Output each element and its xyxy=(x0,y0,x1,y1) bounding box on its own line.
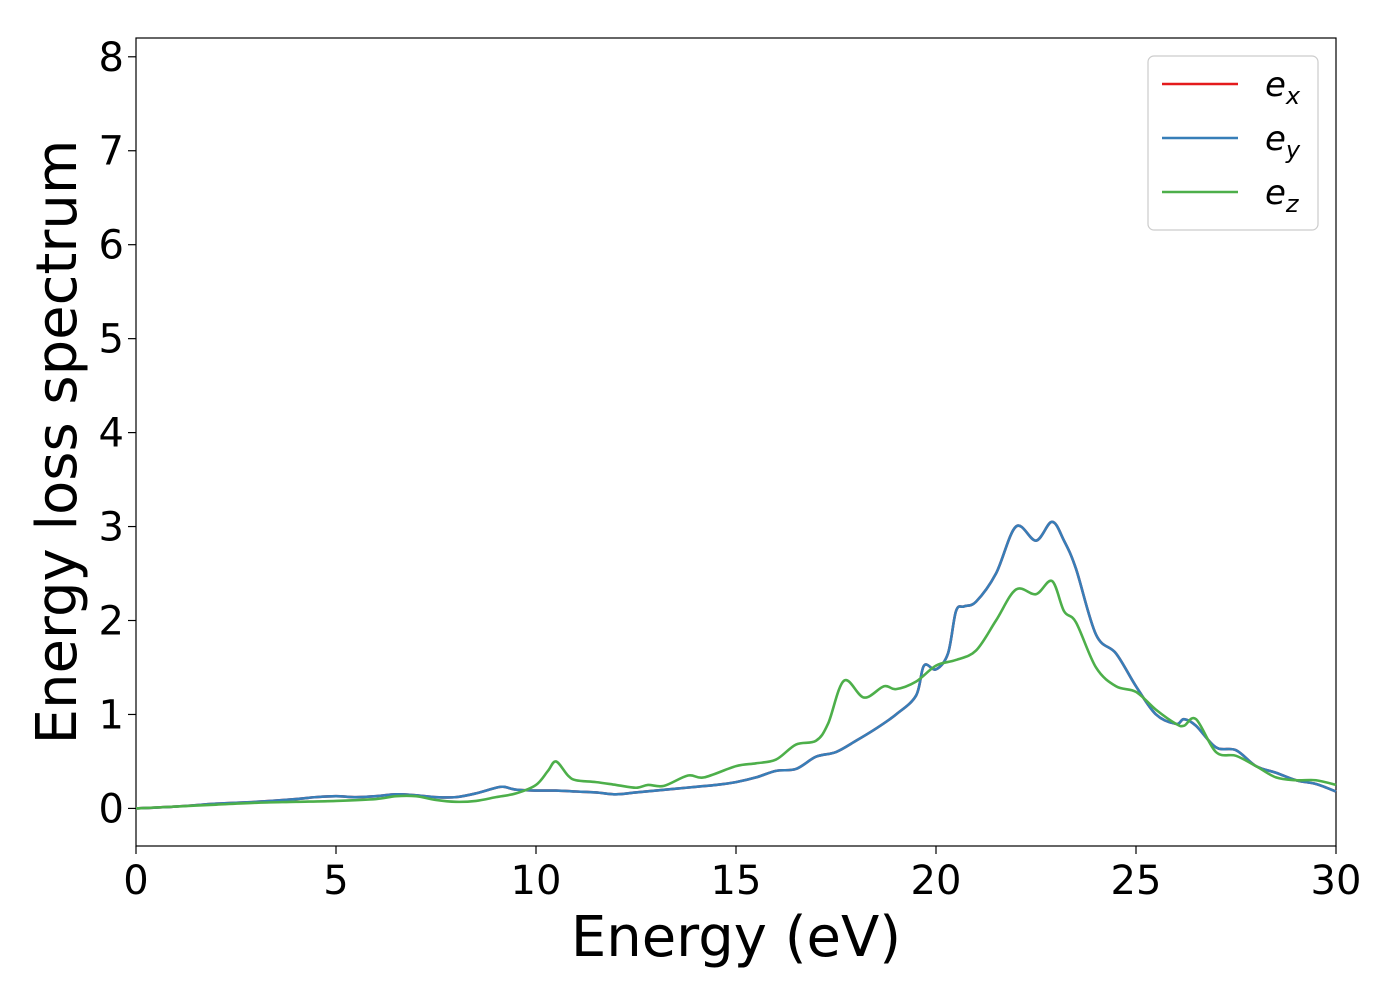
legend-label-base: e xyxy=(1265,119,1286,159)
y-tick-label: 0 xyxy=(99,786,124,832)
x-tick-label: 10 xyxy=(511,858,562,904)
legend-label-y: ey xyxy=(1265,119,1301,164)
y-tick-label: 6 xyxy=(99,223,124,269)
legend-box xyxy=(1147,55,1319,231)
y-axis-title: Energy loss spectrum xyxy=(25,140,90,745)
series-line-e-y xyxy=(135,520,1337,810)
y-axis-ticks: 0 1 2 3 4 5 6 7 8 xyxy=(99,35,136,832)
y-tick-label: 1 xyxy=(99,692,124,738)
legend-label-subscript: x xyxy=(1285,82,1301,110)
x-tick-label: 15 xyxy=(711,858,762,904)
x-tick-label: 0 xyxy=(123,858,148,904)
plot-area xyxy=(135,37,1337,847)
y-tick-label: 7 xyxy=(99,129,124,175)
x-tick-label: 20 xyxy=(911,858,962,904)
x-tick-label: 25 xyxy=(1111,858,1162,904)
series-line-e-z xyxy=(135,579,1337,810)
legend-label-base: e xyxy=(1265,173,1286,213)
legend-label-z: ez xyxy=(1265,173,1300,218)
y-tick-label: 2 xyxy=(99,599,124,645)
legend-label-x: ex xyxy=(1265,65,1301,110)
legend-label-subscript: z xyxy=(1285,190,1300,218)
x-tick-label: 30 xyxy=(1311,858,1362,904)
x-axis-ticks: 0 5 10 15 20 25 30 xyxy=(123,846,1361,904)
legend-label-base: e xyxy=(1265,65,1286,105)
x-axis-title: Energy (eV) xyxy=(571,905,901,970)
x-tick-label: 5 xyxy=(323,858,348,904)
y-tick-label: 4 xyxy=(99,411,124,457)
y-tick-label: 5 xyxy=(99,317,124,363)
y-tick-label: 8 xyxy=(99,35,124,81)
series-layer xyxy=(135,520,1337,810)
y-tick-label: 3 xyxy=(99,505,124,551)
legend-label-subscript: y xyxy=(1285,136,1301,164)
